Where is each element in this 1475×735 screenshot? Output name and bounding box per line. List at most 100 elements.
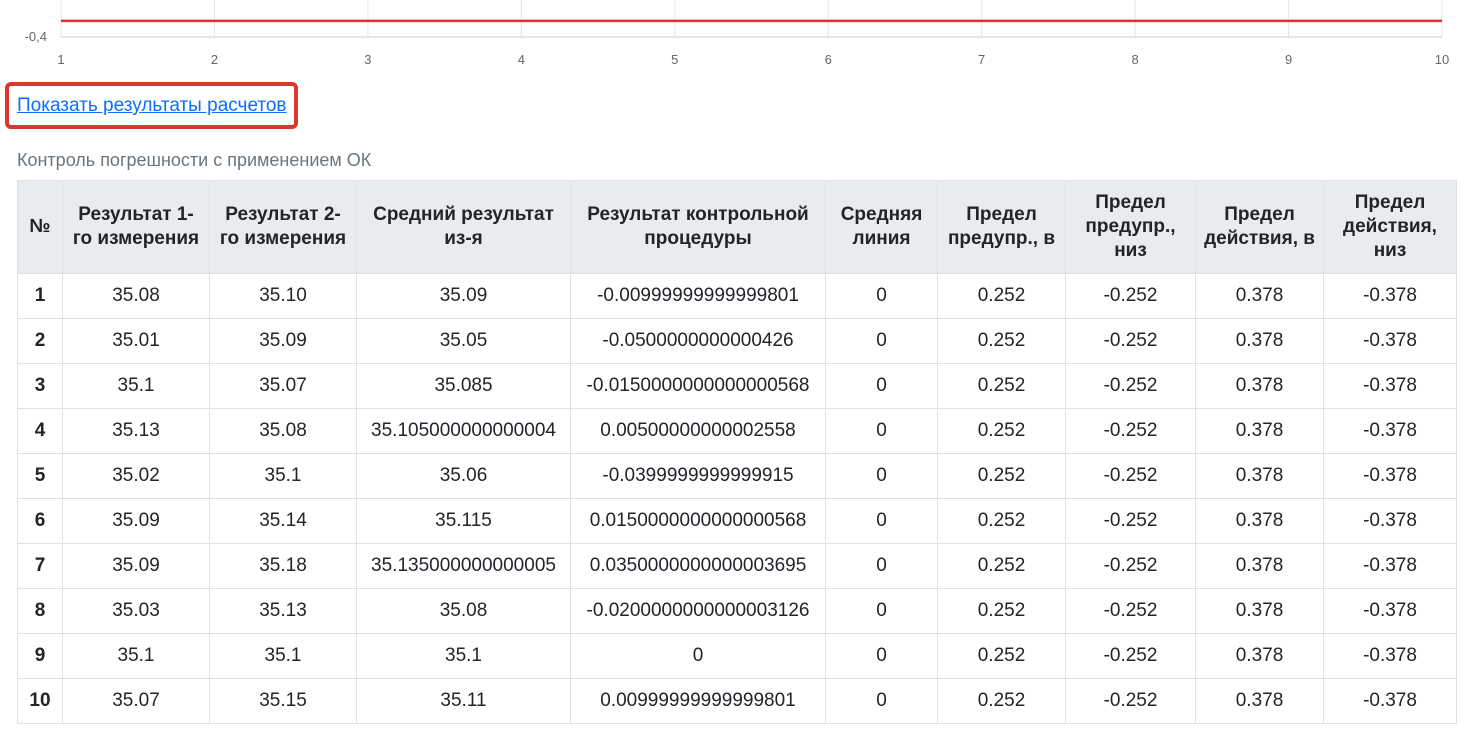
table-cell: 35.06 (356, 453, 571, 499)
table-row: 2 35.01 35.09 35.05 -0.0500000000000426 0 0.25… (17, 318, 1457, 364)
table-cell: 35.11 (356, 678, 571, 724)
table-cell: -0.378 (1323, 453, 1457, 499)
control-chart: 1 2 3 4 5 6 7 8 9 10 -0,4 (25, 0, 1449, 67)
table-cell: 8 (17, 588, 63, 634)
table-cell: 35.085 (356, 363, 571, 409)
table-cell: -0.378 (1323, 273, 1457, 319)
table-cell: -0.252 (1065, 678, 1196, 724)
table-cell: 35.10 (209, 273, 357, 319)
table-cell: 35.05 (356, 318, 571, 364)
table-cell: -0.252 (1065, 318, 1196, 364)
table-cell: -0.00999999999999801 (570, 273, 826, 319)
column-header: Предел предупр., в (937, 180, 1066, 274)
column-header: Результат 2-го измерения (209, 180, 357, 274)
table-cell: -0.378 (1323, 633, 1457, 679)
table-cell: 0 (825, 543, 938, 589)
table-cell: 35.13 (62, 408, 210, 454)
table-cell: 2 (17, 318, 63, 364)
x-tick-label: 7 (978, 52, 985, 67)
table-cell: 0 (825, 318, 938, 364)
x-tick-label: 3 (364, 52, 371, 67)
table-cell: -0.252 (1065, 363, 1196, 409)
column-header: Результат контрольной процедуры (570, 180, 826, 274)
column-header: Предел действия, в (1195, 180, 1324, 274)
column-header: Средняя линия (825, 180, 938, 274)
table-cell: 0.252 (937, 408, 1066, 454)
x-tick-label: 1 (57, 52, 64, 67)
table-cell: 35.1 (209, 453, 357, 499)
column-header: Средний результат из-я (356, 180, 571, 274)
table-cell: 0 (825, 408, 938, 454)
table-caption: Контроль погрешности с применением ОК (17, 150, 372, 170)
table-row: 5 35.02 35.1 35.06 -0.0399999999999915 0 0.252… (17, 453, 1457, 499)
table-row: 7 35.09 35.18 35.135000000000005 0.035000000… (17, 543, 1457, 589)
table-row: 3 35.1 35.07 35.085 -0.0150000000000000568 0 0… (17, 363, 1457, 409)
table-cell: 35.115 (356, 498, 571, 544)
table-cell: 0 (825, 498, 938, 544)
table-cell: 35.02 (62, 453, 210, 499)
table-cell: 35.09 (62, 498, 210, 544)
table-cell: 35.07 (62, 678, 210, 724)
table-cell: 0.378 (1195, 408, 1324, 454)
x-tick-label: 2 (211, 52, 218, 67)
table-row: 4 35.13 35.08 35.105000000000004 0.005000000… (17, 408, 1457, 454)
table-cell: 0 (570, 633, 826, 679)
x-tick-label: 5 (671, 52, 678, 67)
column-header: Результат 1-го измерения (62, 180, 210, 274)
table-row: 1 35.08 35.10 35.09 -0.00999999999999801 0 0.2… (17, 273, 1457, 319)
table-cell: 35.07 (209, 363, 357, 409)
table-cell: 10 (17, 678, 63, 724)
table-cell: -0.252 (1065, 543, 1196, 589)
x-tick-label: 4 (518, 52, 525, 67)
table-cell: -0.0399999999999915 (570, 453, 826, 499)
table-cell: -0.252 (1065, 498, 1196, 544)
table-cell: -0.378 (1323, 678, 1457, 724)
link-highlight-box (5, 82, 298, 129)
table-cell: 35.105000000000004 (356, 408, 571, 454)
show-results-link[interactable]: Показать результаты расчетов (17, 95, 287, 116)
table-cell: 0.252 (937, 453, 1066, 499)
table-cell: 0 (825, 678, 938, 724)
column-header: № (17, 180, 63, 274)
table-cell: 35.18 (209, 543, 357, 589)
table-row: 9 35.1 35.1 35.1 0 0 0.252 -0.252 0.378 -0.378 (17, 633, 1457, 679)
table-cell: 35.1 (62, 363, 210, 409)
table-cell: 0.252 (937, 588, 1066, 634)
table-cell: 35.09 (356, 273, 571, 319)
table-cell: 35.1 (356, 633, 571, 679)
table-cell: 0.378 (1195, 273, 1324, 319)
table-cell: -0.252 (1065, 588, 1196, 634)
table-cell: 0.378 (1195, 498, 1324, 544)
table-cell: 1 (17, 273, 63, 319)
results-table: № Результат 1-го измерения Результат 2-го … (17, 180, 1457, 724)
table-cell: 0 (825, 588, 938, 634)
table-cell: 0.378 (1195, 318, 1324, 364)
table-cell: 0.252 (937, 318, 1066, 364)
table-cell: 35.1 (209, 633, 357, 679)
table-cell: 35.09 (62, 543, 210, 589)
x-tick-label: 9 (1285, 52, 1292, 67)
table-cell: 0 (825, 363, 938, 409)
table-cell: 0.252 (937, 273, 1066, 319)
table-cell: 35.14 (209, 498, 357, 544)
table-row: 10 35.07 35.15 35.11 0.00999999999999801 0 0.2… (17, 678, 1457, 724)
table-cell: 0.378 (1195, 633, 1324, 679)
table-cell: 0.378 (1195, 453, 1324, 499)
table-cell: 0 (825, 453, 938, 499)
table-cell: -0.252 (1065, 273, 1196, 319)
table-cell: 0.252 (937, 543, 1066, 589)
table-cell: -0.378 (1323, 318, 1457, 364)
table-cell: 0.252 (937, 363, 1066, 409)
column-header: Предел действия, низ (1323, 180, 1457, 274)
table-cell: 4 (17, 408, 63, 454)
table-cell: 35.13 (209, 588, 357, 634)
table-row: 6 35.09 35.14 35.115 0.0150000000000000568 0 0… (17, 498, 1457, 544)
table-cell: 0.378 (1195, 543, 1324, 589)
table-cell: 0.252 (937, 498, 1066, 544)
table-cell: 35.08 (356, 588, 571, 634)
table-cell: 35.15 (209, 678, 357, 724)
table-cell: 0.252 (937, 633, 1066, 679)
table-cell: 0.0150000000000000568 (570, 498, 826, 544)
table-cell: 35.135000000000005 (356, 543, 571, 589)
table-cell: 0 (825, 633, 938, 679)
